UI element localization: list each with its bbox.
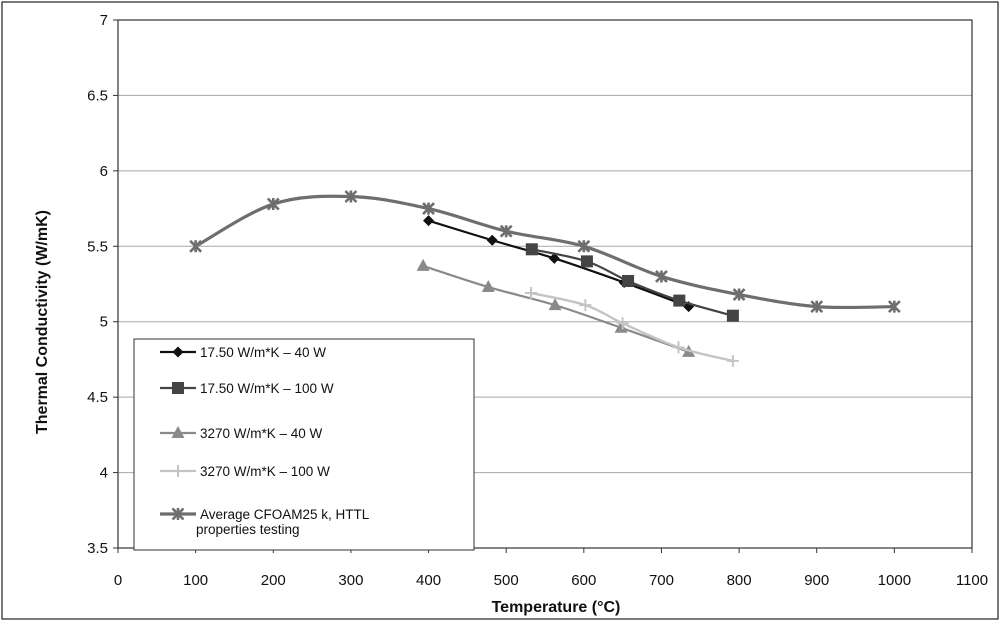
x-tick-label: 800: [727, 572, 752, 589]
legend-swatch-marker: [172, 346, 184, 358]
data-point: [344, 190, 358, 203]
plot-area-border: [117, 19, 973, 549]
data-point: [525, 287, 538, 300]
legend-label: 3270 W/m*K – 100 W: [200, 464, 330, 479]
y-tick-label: 5: [100, 314, 108, 331]
y-tick-label: 4: [100, 465, 108, 482]
data-point: [887, 300, 901, 314]
x-tick-label: 400: [416, 572, 441, 589]
x-tick-label: 300: [338, 572, 363, 589]
y-tick-label: 5.5: [87, 238, 108, 255]
data-point: [579, 299, 592, 312]
y-tick-label: 6.5: [87, 87, 108, 104]
legend-swatch-marker: [171, 426, 185, 438]
legend-label: 3270 W/m*K – 40 W: [200, 426, 323, 441]
legend-swatch-marker: [172, 382, 184, 394]
data-point: [486, 234, 498, 246]
x-tick-label: 600: [571, 572, 596, 589]
legend-item-1: 17.50 W/m*K – 40 W: [160, 345, 326, 360]
y-axis-title: Thermal Conductivity (W/mK): [34, 210, 51, 434]
series-1: [423, 215, 695, 313]
x-tick-label: 0: [114, 572, 122, 589]
data-point: [580, 255, 593, 268]
data-point: [525, 243, 538, 256]
data-point: [577, 239, 591, 253]
data-point: [423, 215, 435, 227]
series-line: [194, 194, 895, 310]
legend-label: properties testing: [196, 522, 300, 537]
legend-item-2: 17.50 W/m*K – 100 W: [160, 381, 334, 396]
series-5: [189, 190, 901, 314]
data-point: [672, 341, 685, 354]
data-point: [266, 197, 280, 211]
data-point: [614, 320, 628, 333]
legend-swatch-marker: [171, 507, 185, 521]
legend-label: 17.50 W/m*K – 100 W: [200, 381, 334, 396]
series-2: [525, 243, 739, 322]
data-point: [548, 252, 560, 264]
data-point: [422, 202, 435, 215]
y-tick-label: 4.5: [87, 389, 108, 406]
y-tick-label: 3.5: [87, 540, 108, 557]
legend-label: 17.50 W/m*K – 40 W: [200, 345, 326, 360]
data-point: [673, 294, 686, 307]
series-4: [525, 287, 739, 367]
data-point: [416, 258, 430, 271]
y-tick-label: 7: [100, 12, 108, 29]
x-tick-label: 1000: [878, 572, 911, 589]
data-point: [622, 274, 635, 287]
legend-swatch-marker: [172, 465, 184, 477]
x-axis-title: Temperature (°C): [492, 599, 621, 616]
data-point: [189, 239, 203, 253]
data-point: [499, 224, 513, 238]
data-point: [726, 354, 739, 367]
x-tick-label: 1100: [956, 572, 988, 589]
data-point: [481, 280, 495, 293]
axes: 3.5 4 4.5 5 5.5 6 6.5 7 0 100 200 300 400 500 600 700 80…: [87, 12, 988, 589]
legend-item-3: 3270 W/m*K – 40 W: [160, 426, 323, 441]
series-layer: [189, 190, 901, 367]
series-3: [416, 258, 696, 357]
data-point: [616, 317, 629, 330]
legend-label: Average CFOAM25 k, HTTL: [200, 507, 370, 522]
x-tick-label: 200: [261, 572, 286, 589]
x-tick-label: 500: [494, 572, 519, 589]
legend-item-4: 3270 W/m*K – 100 W: [160, 464, 330, 479]
x-tick-label: 700: [649, 572, 674, 589]
data-point: [548, 298, 562, 311]
x-tick-label: 100: [183, 572, 208, 589]
data-point: [732, 288, 746, 301]
x-tick-label: 900: [804, 572, 829, 589]
y-tick-label: 6: [100, 163, 108, 180]
data-point: [810, 300, 824, 314]
legend: 17.50 W/m*K – 40 W 17.50 W/m*K – 100 W 327…: [133, 338, 475, 551]
data-point: [655, 270, 668, 283]
data-point: [726, 309, 739, 322]
